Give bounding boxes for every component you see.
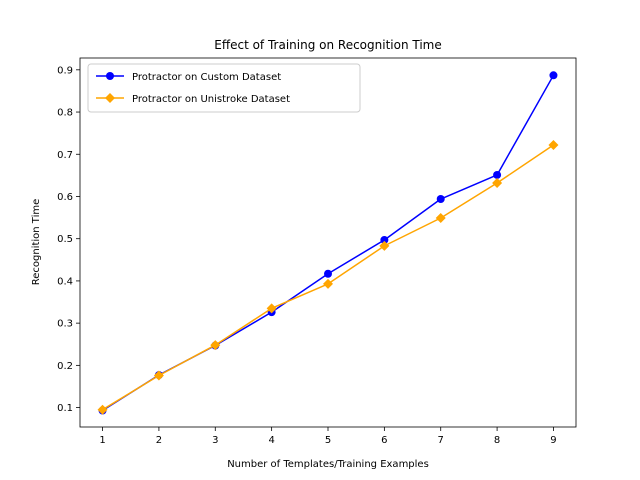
chart-title: Effect of Training on Recognition Time (214, 38, 442, 52)
x-tick-label-3: 3 (212, 435, 218, 446)
series-line-1 (102, 74, 555, 412)
data-point-s2-8 (492, 177, 503, 188)
data-point-s1-7 (436, 195, 445, 204)
data-point-s2-1 (97, 404, 108, 415)
x-tick-label-5: 5 (325, 435, 331, 446)
y-tick-label-8: 0.8 (57, 108, 73, 119)
y-tick-label-5: 0.5 (57, 234, 73, 245)
y-tick-label-1: 0.1 (57, 403, 73, 414)
x-tick-label-1: 1 (99, 435, 105, 446)
legend-marker-1 (106, 72, 114, 80)
x-tick-label-4: 4 (268, 435, 274, 446)
data-point-s2-6 (379, 240, 390, 251)
legend-label-2: Protractor on Unistroke Dataset (132, 94, 290, 105)
x-axis-title: Number of Templates/Training Examples (227, 459, 429, 470)
data-point-s2-9 (548, 139, 559, 150)
data-point-s1-9 (549, 71, 558, 80)
y-tick-label-9: 0.9 (57, 65, 73, 76)
y-axis-title: Recognition Time (31, 199, 42, 286)
y-tick-label-4: 0.4 (57, 276, 73, 287)
data-point-s2-3 (210, 340, 221, 351)
x-tick-label-9: 9 (550, 435, 556, 446)
data-point-s1-6 (380, 235, 389, 244)
data-point-s1-5 (324, 269, 332, 278)
data-point-s1-8 (493, 170, 502, 179)
data-point-s2-7 (435, 213, 446, 224)
legend-label-1: Protractor on Custom Dataset (132, 72, 281, 83)
y-tick-label-7: 0.7 (57, 150, 73, 161)
data-point-s2-5 (323, 278, 333, 289)
plot-area: 1 2 3 4 5 6 7 8 9 0.1 0.2 0.3 0.4 0.5 0.6 0.7 0.8 0.9 (57, 57, 577, 446)
y-tick-label-6: 0.6 (57, 192, 73, 203)
x-tick-label-2: 2 (156, 435, 162, 446)
data-point-s2-2 (153, 370, 164, 381)
data-point-s2-4 (266, 303, 277, 314)
legend-box (87, 63, 361, 113)
legend-marker-2 (105, 93, 115, 103)
x-tick-label-6: 6 (381, 435, 387, 446)
plot-frame (79, 57, 577, 428)
y-tick-label-2: 0.2 (57, 361, 73, 372)
legend: Protractor on Custom Dataset Protractor o… (87, 63, 361, 113)
x-tick-label-7: 7 (438, 435, 444, 446)
y-tick-label-3: 0.3 (57, 319, 73, 330)
x-tick-label-8: 8 (494, 435, 500, 446)
